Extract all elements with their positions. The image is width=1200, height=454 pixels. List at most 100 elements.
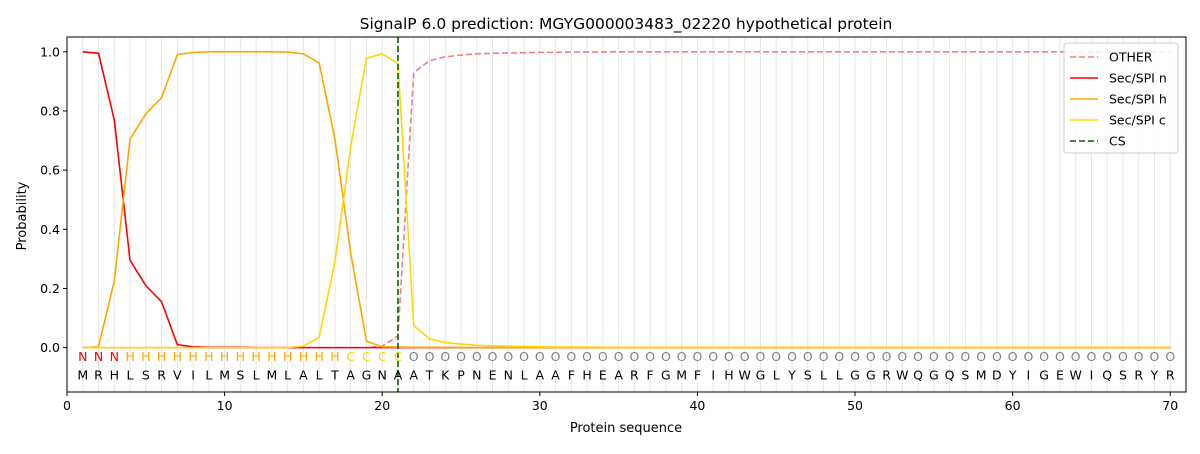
residue-letter: N	[504, 368, 513, 383]
residue-letter: H	[110, 368, 119, 383]
residue-letter: H	[582, 368, 591, 383]
residue-letter: A	[346, 368, 355, 383]
residue-letter: S	[961, 368, 969, 383]
residue-label: O	[425, 349, 435, 364]
residue-label: O	[551, 349, 561, 364]
residue-label: O	[582, 349, 592, 364]
residue-label: O	[850, 349, 860, 364]
residue-label: O	[1102, 349, 1112, 364]
residue-label: H	[283, 349, 292, 364]
y-axis-label: Probability	[15, 181, 30, 250]
residue-letter: V	[173, 368, 182, 383]
residue-letter: L	[205, 368, 212, 383]
y-tick-label: 1.0	[40, 44, 60, 59]
residue-letter: A	[409, 368, 418, 383]
x-tick-label: 10	[217, 398, 233, 413]
grid-lines	[82, 37, 1171, 392]
residue-label: C	[394, 349, 403, 364]
residue-letter: F	[694, 368, 701, 383]
residue-label: O	[409, 349, 419, 364]
legend-label: OTHER	[1109, 50, 1153, 65]
residue-label: H	[157, 349, 166, 364]
residue-label: O	[866, 349, 876, 364]
chart-title: SignalP 6.0 prediction: MGYG000003483_02…	[360, 15, 893, 34]
series-lines	[82, 37, 1171, 392]
sequence-labels: NMNRNHHLHSHRHVHIHLHMHSHLHMHLHAHLHTCACGCN…	[77, 349, 1175, 383]
residue-letter: R	[630, 368, 639, 383]
residue-label: N	[94, 349, 103, 364]
residue-letter: S	[804, 368, 812, 383]
residue-letter: W	[739, 368, 751, 383]
residue-letter: L	[773, 368, 780, 383]
residue-label: N	[110, 349, 119, 364]
residue-letter: L	[284, 368, 291, 383]
residue-label: O	[897, 349, 907, 364]
residue-label: O	[724, 349, 734, 364]
residue-label: O	[488, 349, 498, 364]
residue-label: O	[1134, 349, 1144, 364]
residue-letter: A	[614, 368, 623, 383]
residue-label: O	[929, 349, 939, 364]
residue-label: O	[1023, 349, 1033, 364]
residue-label: H	[173, 349, 182, 364]
residue-letter: K	[441, 368, 450, 383]
residue-letter: G	[1039, 368, 1049, 383]
residue-letter: L	[521, 368, 528, 383]
legend-box	[1063, 42, 1179, 154]
residue-label: O	[708, 349, 718, 364]
x-tick-label: 60	[1005, 398, 1021, 413]
residue-letter: D	[992, 368, 1002, 383]
residue-letter: P	[457, 368, 465, 383]
residue-label: O	[960, 349, 970, 364]
residue-label: O	[456, 349, 466, 364]
residue-label: O	[614, 349, 624, 364]
residue-label: O	[693, 349, 703, 364]
residue-label: O	[677, 349, 687, 364]
residue-label: O	[1055, 349, 1065, 364]
residue-letter: Q	[945, 368, 955, 383]
residue-letter: L	[836, 368, 843, 383]
residue-letter: I	[711, 368, 715, 383]
x-tick-label: 20	[374, 398, 390, 413]
residue-letter: E	[599, 368, 607, 383]
residue-letter: R	[94, 368, 103, 383]
plot-frame	[66, 36, 1187, 393]
residue-label: O	[819, 349, 829, 364]
residue-letter: G	[850, 368, 860, 383]
residue-letter: M	[266, 368, 277, 383]
residue-letter: Q	[913, 368, 923, 383]
residue-label: O	[945, 349, 955, 364]
y-tick-label: 0.0	[40, 340, 60, 355]
residue-label: O	[740, 349, 750, 364]
residue-letter: G	[661, 368, 671, 383]
legend-label: Sec/SPI n	[1109, 71, 1167, 86]
residue-letter: L	[253, 368, 260, 383]
residue-label: H	[125, 349, 134, 364]
residue-letter: R	[1134, 368, 1143, 383]
legend-label: CS	[1109, 134, 1126, 149]
residue-letter: L	[127, 368, 134, 383]
residue-letter: W	[896, 368, 908, 383]
residue-label: O	[976, 349, 986, 364]
residue-letter: F	[647, 368, 654, 383]
residue-label: H	[204, 349, 213, 364]
residue-letter: Y	[1150, 368, 1159, 383]
residue-label: O	[834, 349, 844, 364]
residue-letter: G	[929, 368, 939, 383]
residue-label: O	[629, 349, 639, 364]
legend-label: Sec/SPI c	[1109, 113, 1166, 128]
residue-label: H	[141, 349, 150, 364]
residue-letter: G	[866, 368, 876, 383]
residue-letter: I	[191, 368, 195, 383]
residue-letter: Y	[1008, 368, 1017, 383]
residue-letter: M	[219, 368, 230, 383]
residue-letter: Y	[787, 368, 796, 383]
residue-letter: L	[316, 368, 323, 383]
residue-letter: I	[1027, 368, 1031, 383]
series-line-sec-spi-c	[82, 52, 1171, 349]
residue-label: O	[519, 349, 529, 364]
residue-letter: E	[489, 368, 497, 383]
series-line-sec-spi-n	[82, 50, 1171, 349]
residue-letter: H	[724, 368, 733, 383]
x-tick-label: 0	[63, 398, 71, 413]
